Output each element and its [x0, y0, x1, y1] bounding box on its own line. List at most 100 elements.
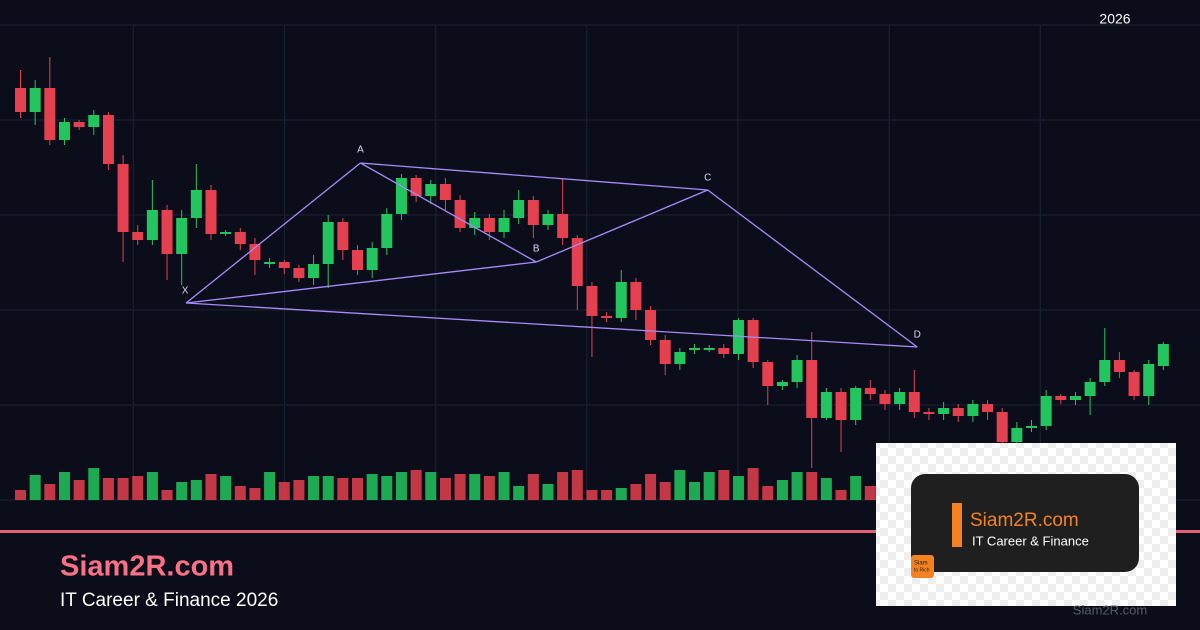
volume-bar — [601, 490, 613, 500]
candle-body — [234, 232, 246, 244]
volume-bar — [190, 480, 202, 500]
candle-body — [1069, 396, 1081, 400]
candle-body — [220, 232, 232, 234]
candle-body — [29, 88, 41, 112]
divider — [0, 530, 1200, 533]
candle-body — [132, 232, 144, 240]
candle-body — [395, 178, 407, 214]
pattern-line — [536, 189, 708, 263]
volume-bar — [352, 478, 364, 500]
candle-body — [938, 408, 950, 414]
volume-bar — [337, 478, 349, 500]
volume-bar — [234, 486, 246, 500]
candle-body — [1055, 396, 1067, 400]
candle-body — [1099, 360, 1111, 382]
candle-body — [469, 218, 481, 228]
volume-bar — [498, 472, 510, 500]
candle-body — [278, 262, 290, 268]
volume-bar — [88, 468, 100, 500]
logo-top: Siam — [914, 561, 928, 567]
volume-bar — [410, 470, 422, 500]
logo-card: Siam2R.com IT Career & Finance Siam to R… — [876, 443, 1176, 606]
pattern-line — [360, 162, 708, 191]
candle-body — [483, 218, 495, 232]
volume-bar — [659, 482, 671, 500]
candle-body — [88, 115, 100, 127]
volume-bar — [220, 476, 232, 500]
volume-bar — [674, 470, 686, 500]
volume-bar — [161, 490, 173, 500]
candle-body — [908, 392, 920, 412]
volume-bar — [806, 472, 818, 500]
candle-body — [806, 360, 818, 418]
volume-bar — [29, 475, 41, 500]
candle-body — [732, 320, 744, 354]
volume-bar — [264, 472, 276, 500]
candle-body — [747, 320, 759, 362]
candle-body — [1143, 364, 1155, 396]
volume-bar — [58, 472, 70, 500]
candle-body — [205, 190, 217, 234]
watermark: Siam2R.com — [1073, 602, 1147, 617]
candle-body — [571, 238, 583, 286]
volume-bar — [249, 488, 261, 500]
volume-bar — [176, 482, 188, 500]
volume-bar — [542, 484, 554, 500]
candle-body — [1011, 428, 1023, 442]
pattern-label: D — [914, 330, 921, 341]
candle-body — [73, 122, 85, 127]
volume-bar — [205, 474, 217, 500]
volume-bar — [732, 476, 744, 500]
candle-body — [659, 340, 671, 364]
volume-bar — [513, 486, 525, 500]
volume-bar — [689, 482, 701, 500]
candle-body — [791, 360, 803, 382]
volume-bar — [146, 472, 158, 500]
candle-body — [894, 392, 906, 404]
pattern-label: C — [704, 173, 711, 184]
candle-body — [542, 214, 554, 225]
volume-bar — [820, 478, 832, 500]
card-title: Siam2R.com — [970, 510, 1079, 531]
candle-body — [308, 264, 320, 278]
candle-body — [498, 218, 510, 232]
candle-body — [718, 348, 730, 354]
candle-body — [513, 200, 525, 218]
candle-body — [820, 392, 832, 418]
volume-bar — [762, 486, 774, 500]
candle-body — [689, 348, 701, 350]
candle-body — [322, 222, 334, 264]
volume-bar — [102, 478, 114, 500]
volume-bar — [747, 468, 759, 500]
candle-body — [1128, 372, 1140, 396]
candle-body — [835, 392, 847, 420]
candle-body — [586, 286, 598, 316]
candle-body — [864, 388, 876, 394]
volume-bar — [718, 470, 730, 500]
candle-body — [146, 210, 158, 240]
volume-bar — [703, 472, 715, 500]
candle-body — [161, 210, 173, 254]
candle-body — [410, 178, 422, 196]
candle-body — [249, 244, 261, 260]
volume-bar — [527, 474, 539, 500]
volume-bar — [571, 470, 583, 500]
volume-bar — [864, 486, 876, 500]
card-accent — [952, 503, 962, 547]
volume-bar — [469, 474, 481, 500]
volume-bar — [425, 472, 437, 500]
candle-body — [425, 184, 437, 196]
candle-body — [645, 310, 657, 340]
volume-bar — [791, 472, 803, 500]
logo-badge — [911, 555, 934, 578]
candle-body — [982, 404, 994, 412]
brand-tagline: IT Career & Finance 2026 — [60, 590, 278, 611]
candle-body — [44, 88, 56, 140]
candle-body — [366, 248, 378, 270]
candle-body — [439, 184, 451, 200]
candle-body — [1157, 344, 1169, 366]
pattern-line — [360, 162, 537, 263]
candle-body — [762, 362, 774, 386]
volume-bar — [293, 480, 305, 500]
